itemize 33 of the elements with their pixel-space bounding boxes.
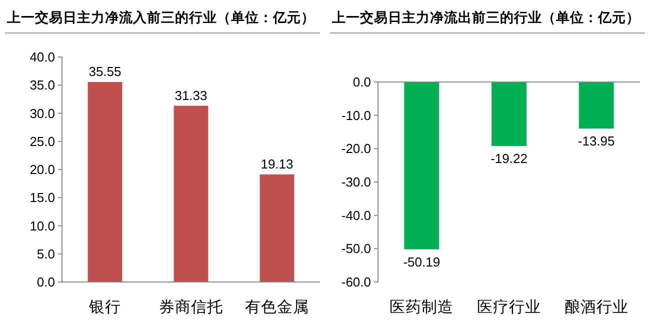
data-label: 31.33 <box>174 88 208 103</box>
chart-title: 上一交易日主力净流出前三的行业（单位：亿元） <box>331 9 640 25</box>
y-tick-label: 15.0 <box>30 190 55 206</box>
x-tick-label: 酿酒行业 <box>564 298 628 316</box>
y-tick-label: 40.0 <box>30 50 55 64</box>
y-tick-label: 0.0 <box>352 74 371 90</box>
x-tick-label: 医疗行业 <box>477 298 541 316</box>
y-tick-label: -10.0 <box>341 108 371 123</box>
x-tick-label: 有色金属 <box>245 299 309 316</box>
y-tick-label: 0.0 <box>36 274 55 290</box>
y-tick-label: 35.0 <box>30 78 55 93</box>
data-label: -50.19 <box>403 254 440 270</box>
y-tick-label: -60.0 <box>341 274 371 290</box>
chart-title: 上一交易日主力净流入前三的行业（单位：亿元） <box>6 9 315 25</box>
data-label: 19.13 <box>260 156 294 172</box>
y-tick-label: 5.0 <box>36 246 55 262</box>
data-label: -19.22 <box>490 151 528 166</box>
x-tick-label: 券商信托 <box>159 298 223 316</box>
y-tick-label: -40.0 <box>341 208 371 223</box>
y-tick-label: 30.0 <box>30 106 55 121</box>
y-tick-label: -20.0 <box>341 141 371 156</box>
bar <box>260 174 294 282</box>
bar <box>174 106 208 282</box>
y-tick-label: -30.0 <box>341 174 371 190</box>
data-label: 35.55 <box>88 64 122 80</box>
y-tick-label: 25.0 <box>30 134 55 149</box>
bar <box>88 82 122 282</box>
y-tick-label: -50.0 <box>341 241 371 256</box>
data-label: -13.95 <box>578 134 615 148</box>
x-tick-label: 银行 <box>88 299 121 316</box>
x-tick-label: 医药制造 <box>390 298 454 316</box>
y-tick-label: 20.0 <box>30 162 55 177</box>
y-tick-label: 10.0 <box>30 218 55 234</box>
